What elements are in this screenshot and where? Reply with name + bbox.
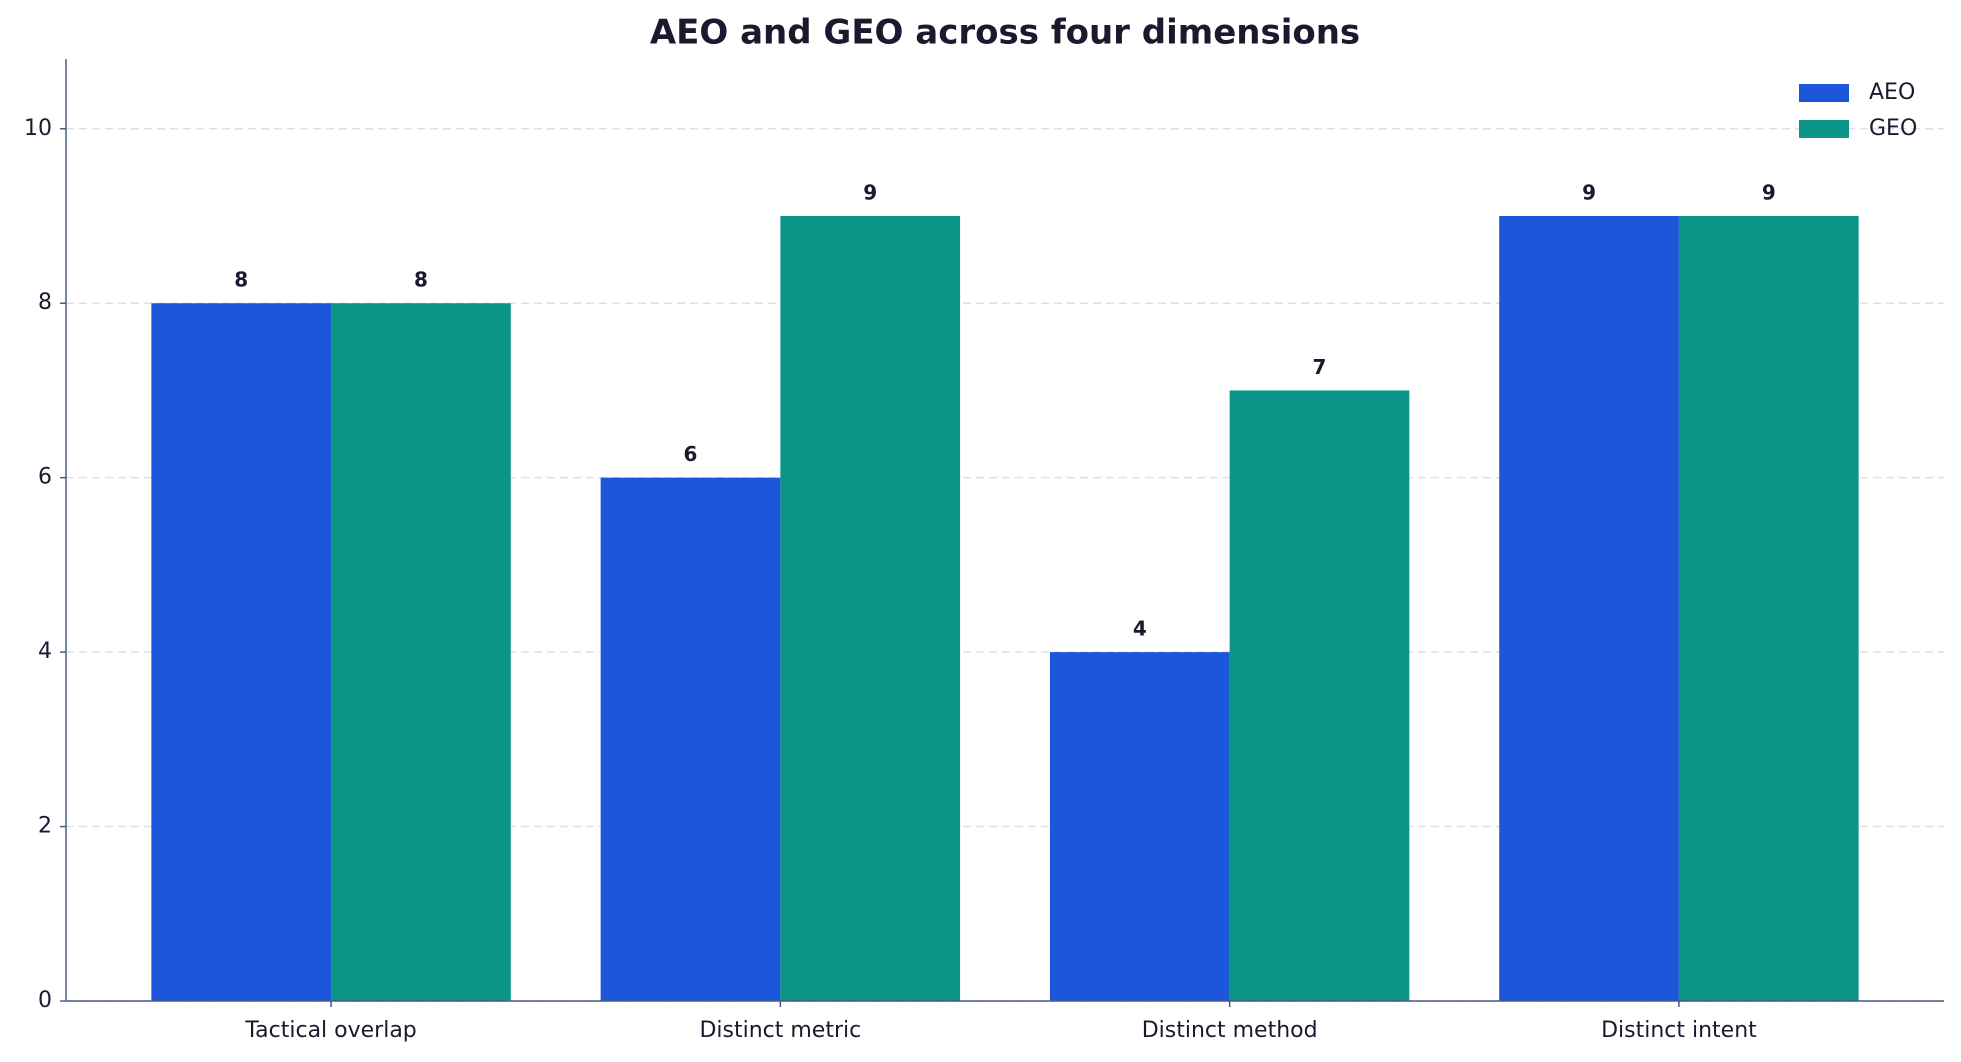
bar [600,477,781,1002]
value-label: 6 [684,442,698,466]
x-tick-label: Distinct metric [699,1018,861,1043]
chart-title: AEO and GEO across four dimensions [650,13,1360,53]
value-label: 9 [1582,181,1596,205]
value-label: 9 [863,181,877,205]
y-tick-label: 10 [24,116,52,141]
value-label: 9 [1762,181,1776,205]
legend-label: AEO [1869,80,1915,105]
x-tick-label: Distinct method [1142,1018,1318,1043]
value-label: 4 [1133,617,1147,641]
y-tick-label: 8 [38,290,52,315]
bar [1499,216,1679,1001]
x-tick-label: Tactical overlap [244,1018,416,1043]
value-label: 8 [234,268,248,292]
y-tick-label: 4 [38,639,52,664]
legend-swatch [1799,120,1849,138]
legend-swatch [1799,84,1849,102]
legend-label: GEO [1869,116,1917,141]
value-label: 8 [414,268,428,292]
value-label: 7 [1313,355,1327,379]
bar [1049,652,1230,1001]
x-tick-label: Distinct intent [1601,1018,1757,1043]
bar [780,216,961,1001]
bar [151,303,332,1001]
y-tick-label: 0 [38,988,52,1013]
bar [1678,216,1859,1001]
y-tick-label: 6 [38,465,52,490]
bar [1229,390,1410,1001]
bar [331,303,511,1001]
y-tick-label: 2 [38,814,52,839]
